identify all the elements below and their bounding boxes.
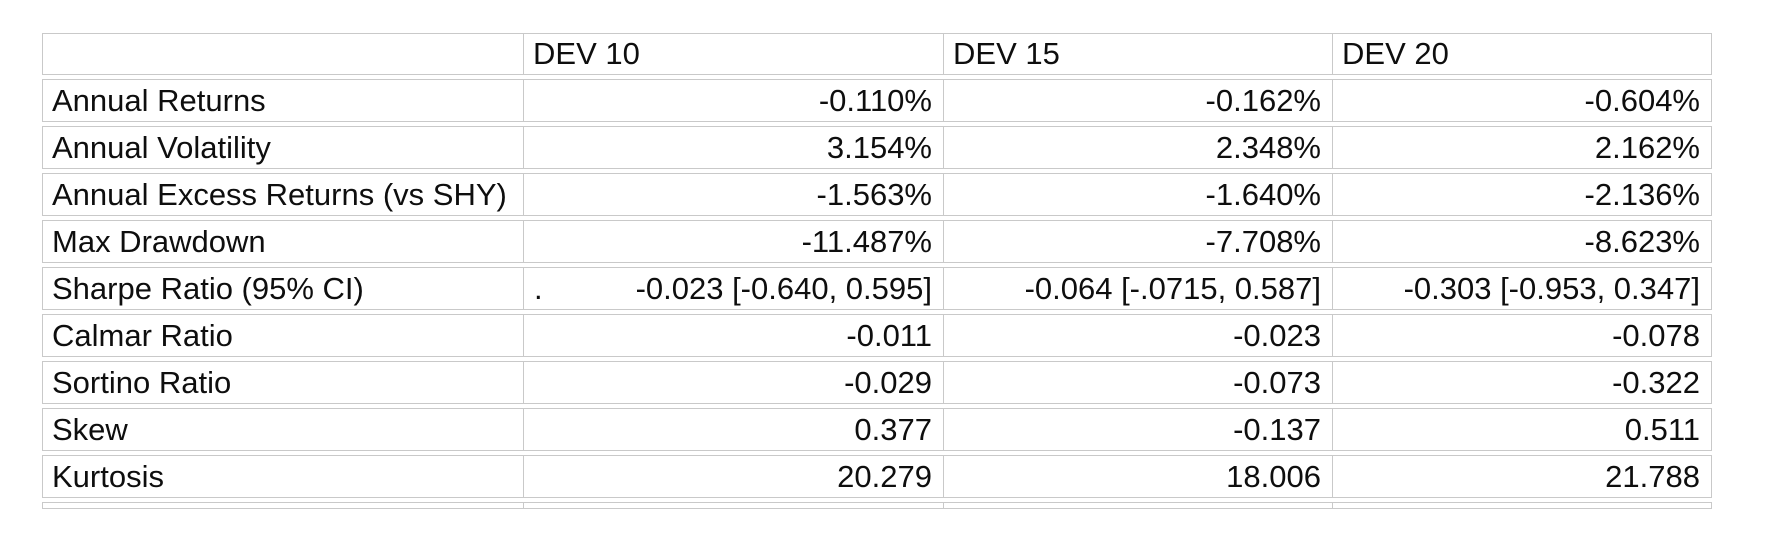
header-corner-cell	[42, 33, 523, 75]
value-cell: -11.487%	[523, 220, 943, 263]
row-label: Annual Returns	[42, 79, 523, 122]
table-row: Calmar Ratio -0.011 -0.023 -0.078	[42, 314, 1712, 357]
cell-value-text: 0.511	[1624, 411, 1700, 447]
table-body: Annual Returns -0.110% -0.162% -0.604% Annua…	[42, 79, 1712, 498]
row-label: Annual Excess Returns (vs SHY)	[42, 173, 523, 216]
cell-value-text: -0.073	[1233, 364, 1321, 400]
value-cell: 2.162%	[1332, 126, 1712, 169]
value-cell: 18.006	[943, 455, 1332, 498]
cell-value-text: -0.604%	[1584, 82, 1700, 118]
cell-value-text: -0.137	[1233, 411, 1321, 447]
table-header: DEV 10 DEV 15 DEV 20	[42, 33, 1712, 75]
value-cell: -0.162%	[943, 79, 1332, 122]
table-footer-sliver	[42, 502, 1712, 509]
table-row: Sortino Ratio -0.029 -0.073 -0.322	[42, 361, 1712, 404]
header-dev20: DEV 20	[1332, 33, 1712, 75]
cell-value-text: 3.154%	[826, 129, 932, 165]
cell-value-text: -0.023	[1233, 317, 1321, 353]
cell-value-text: -0.011	[846, 317, 932, 353]
value-cell: -1.563%	[523, 173, 943, 216]
table-row: Sharpe Ratio (95% CI). -0.023 [-0.640, 0.…	[42, 267, 1712, 310]
cell-value-text: 21.788	[1605, 458, 1700, 494]
value-cell: -0.322	[1332, 361, 1712, 404]
value-cell: 20.279	[523, 455, 943, 498]
cell-value-text: -2.136%	[1584, 176, 1700, 212]
cell-value-text: -0.064 [-.0715, 0.587]	[1024, 270, 1321, 306]
row-label: Max Drawdown	[42, 220, 523, 263]
cell-value-text: 18.006	[1226, 458, 1321, 494]
value-cell: 3.154%	[523, 126, 943, 169]
table-row: Annual Volatility 3.154% 2.348% 2.162%	[42, 126, 1712, 169]
row-label: Calmar Ratio	[42, 314, 523, 357]
value-cell: -7.708%	[943, 220, 1332, 263]
row-label: Sharpe Ratio (95% CI)	[42, 267, 523, 310]
value-cell: -0.011	[523, 314, 943, 357]
cell-value-text: -8.623%	[1584, 223, 1700, 259]
table-row: Annual Excess Returns (vs SHY) -1.563% -1.…	[42, 173, 1712, 216]
row-label: Sortino Ratio	[42, 361, 523, 404]
value-cell: -0.073	[943, 361, 1332, 404]
cell-value-text: -0.078	[1612, 317, 1700, 353]
table-row: Max Drawdown -11.487% -7.708% -8.623%	[42, 220, 1712, 263]
cell-value-text: 0.377	[854, 411, 932, 447]
value-cell: 2.348%	[943, 126, 1332, 169]
cell-value-text: -0.023 [-0.640, 0.595]	[635, 270, 932, 306]
stray-dot: .	[534, 271, 543, 306]
table-row: Kurtosis 20.279 18.006 21.788	[42, 455, 1712, 498]
partial-empty-row	[42, 502, 1712, 509]
value-cell: -0.303 [-0.953, 0.347]	[1332, 267, 1712, 310]
value-cell: -1.640%	[943, 173, 1332, 216]
value-cell: . -0.023 [-0.640, 0.595]	[523, 267, 943, 310]
metrics-table: DEV 10 DEV 15 DEV 20 Annual Returns -0.11…	[42, 29, 1712, 513]
value-cell: 21.788	[1332, 455, 1712, 498]
cell-value-text: -1.640%	[1205, 176, 1321, 212]
cell-value-text: -1.563%	[816, 176, 932, 212]
row-label: Skew	[42, 408, 523, 451]
row-label: Annual Volatility	[42, 126, 523, 169]
value-cell: -0.064 [-.0715, 0.587]	[943, 267, 1332, 310]
cell-value-text: -0.322	[1612, 364, 1700, 400]
header-row: DEV 10 DEV 15 DEV 20	[42, 33, 1712, 75]
cell-value-text: -0.110%	[818, 82, 932, 118]
value-cell: -0.137	[943, 408, 1332, 451]
table-row: Skew 0.377 -0.137 0.511	[42, 408, 1712, 451]
cell-value-text: -7.708%	[1205, 223, 1321, 259]
value-cell: -0.110%	[523, 79, 943, 122]
row-label: Kurtosis	[42, 455, 523, 498]
cell-value-text: -0.162%	[1205, 82, 1321, 118]
cell-value-text: 20.279	[837, 458, 932, 494]
cell-value-text: -0.303 [-0.953, 0.347]	[1403, 270, 1700, 306]
value-cell: 0.377	[523, 408, 943, 451]
value-cell: -0.023	[943, 314, 1332, 357]
value-cell: -8.623%	[1332, 220, 1712, 263]
value-cell: -0.029	[523, 361, 943, 404]
cell-value-text: -11.487%	[801, 223, 932, 259]
metrics-table-container: DEV 10 DEV 15 DEV 20 Annual Returns -0.11…	[42, 29, 1712, 513]
cell-value-text: -0.029	[844, 364, 932, 400]
cell-value-text: 2.348%	[1215, 129, 1321, 165]
header-dev15: DEV 15	[943, 33, 1332, 75]
header-dev10: DEV 10	[523, 33, 943, 75]
value-cell: -2.136%	[1332, 173, 1712, 216]
table-row: Annual Returns -0.110% -0.162% -0.604%	[42, 79, 1712, 122]
cell-value-text: 2.162%	[1594, 129, 1700, 165]
value-cell: -0.604%	[1332, 79, 1712, 122]
value-cell: 0.511	[1332, 408, 1712, 451]
value-cell: -0.078	[1332, 314, 1712, 357]
